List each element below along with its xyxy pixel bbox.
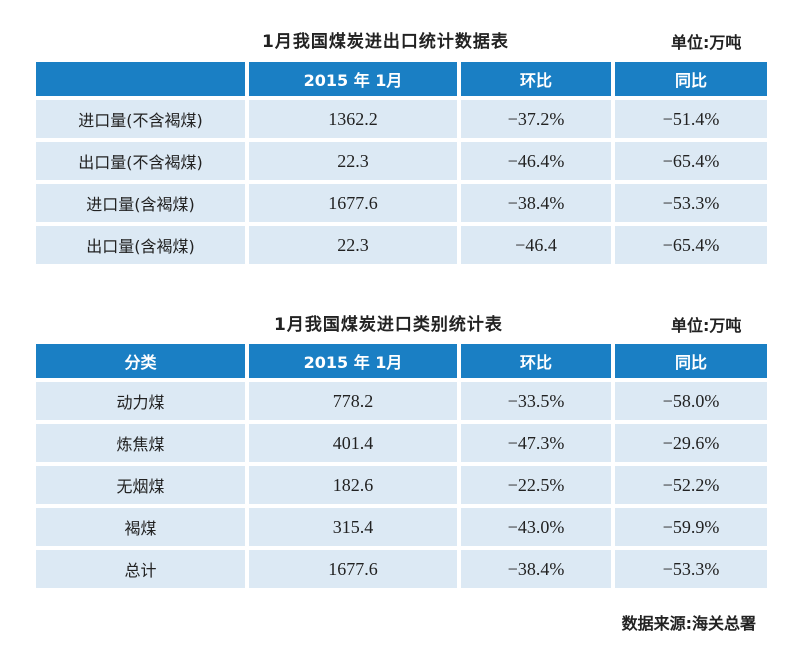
row-mom: −38.4% (461, 184, 611, 222)
table2-unit: 单位:万吨 (671, 316, 742, 335)
row-yoy: −53.3% (615, 184, 767, 222)
row-value: 182.6 (249, 466, 457, 504)
row-label: 炼焦煤 (36, 424, 245, 462)
header-cell-yoy: 同比 (615, 62, 767, 96)
row-yoy: −58.0% (615, 382, 767, 420)
header-cell-month: 2015 年 1月 (249, 344, 457, 378)
table-header-row: 2015 年 1月 环比 同比 (36, 62, 771, 96)
row-label: 出口量(含褐煤) (36, 226, 245, 264)
table1-title: 1月我国煤炭进出口统计数据表 (262, 32, 509, 52)
header-cell-category: 分类 (36, 344, 245, 378)
table-row: 动力煤 778.2 −33.5% −58.0% (36, 382, 771, 420)
row-yoy: −29.6% (615, 424, 767, 462)
table-row: 无烟煤 182.6 −22.5% −52.2% (36, 466, 771, 504)
row-mom: −46.4 (461, 226, 611, 264)
table-row: 进口量(不含褐煤) 1362.2 −37.2% −51.4% (36, 100, 771, 138)
coal-import-export-table: 2015 年 1月 环比 同比 进口量(不含褐煤) 1362.2 −37.2% … (36, 62, 771, 264)
row-yoy: −65.4% (615, 226, 767, 264)
row-label: 总计 (36, 550, 245, 588)
header-cell-mom: 环比 (461, 344, 611, 378)
row-mom: −22.5% (461, 466, 611, 504)
row-label: 出口量(不含褐煤) (36, 142, 245, 180)
row-value: 1677.6 (249, 184, 457, 222)
table-row: 出口量(不含褐煤) 22.3 −46.4% −65.4% (36, 142, 771, 180)
row-label: 褐煤 (36, 508, 245, 546)
row-yoy: −59.9% (615, 508, 767, 546)
row-mom: −38.4% (461, 550, 611, 588)
row-value: 1362.2 (249, 100, 457, 138)
row-label: 动力煤 (36, 382, 245, 420)
row-value: 22.3 (249, 226, 457, 264)
header-cell-label (36, 62, 245, 96)
row-mom: −47.3% (461, 424, 611, 462)
row-mom: −43.0% (461, 508, 611, 546)
table-row: 进口量(含褐煤) 1677.6 −38.4% −53.3% (36, 184, 771, 222)
header-cell-yoy: 同比 (615, 344, 767, 378)
row-label: 无烟煤 (36, 466, 245, 504)
table-row: 炼焦煤 401.4 −47.3% −29.6% (36, 424, 771, 462)
row-yoy: −52.2% (615, 466, 767, 504)
row-label: 进口量(不含褐煤) (36, 100, 245, 138)
row-value: 315.4 (249, 508, 457, 546)
row-mom: −46.4% (461, 142, 611, 180)
data-source-note: 数据来源:海关总署 (621, 614, 756, 633)
row-value: 778.2 (249, 382, 457, 420)
header-cell-mom: 环比 (461, 62, 611, 96)
row-mom: −37.2% (461, 100, 611, 138)
row-yoy: −65.4% (615, 142, 767, 180)
row-value: 401.4 (249, 424, 457, 462)
row-label: 进口量(含褐煤) (36, 184, 245, 222)
row-yoy: −51.4% (615, 100, 767, 138)
row-mom: −33.5% (461, 382, 611, 420)
table1-unit: 单位:万吨 (671, 33, 742, 52)
table-header-row: 分类 2015 年 1月 环比 同比 (36, 344, 771, 378)
header-cell-month: 2015 年 1月 (249, 62, 457, 96)
row-value: 22.3 (249, 142, 457, 180)
table-row: 褐煤 315.4 −43.0% −59.9% (36, 508, 771, 546)
row-yoy: −53.3% (615, 550, 767, 588)
row-value: 1677.6 (249, 550, 457, 588)
table2-title: 1月我国煤炭进口类别统计表 (274, 315, 503, 335)
table-row: 出口量(含褐煤) 22.3 −46.4 −65.4% (36, 226, 771, 264)
coal-import-category-table: 分类 2015 年 1月 环比 同比 动力煤 778.2 −33.5% −58.… (36, 344, 771, 588)
table-row: 总计 1677.6 −38.4% −53.3% (36, 550, 771, 588)
